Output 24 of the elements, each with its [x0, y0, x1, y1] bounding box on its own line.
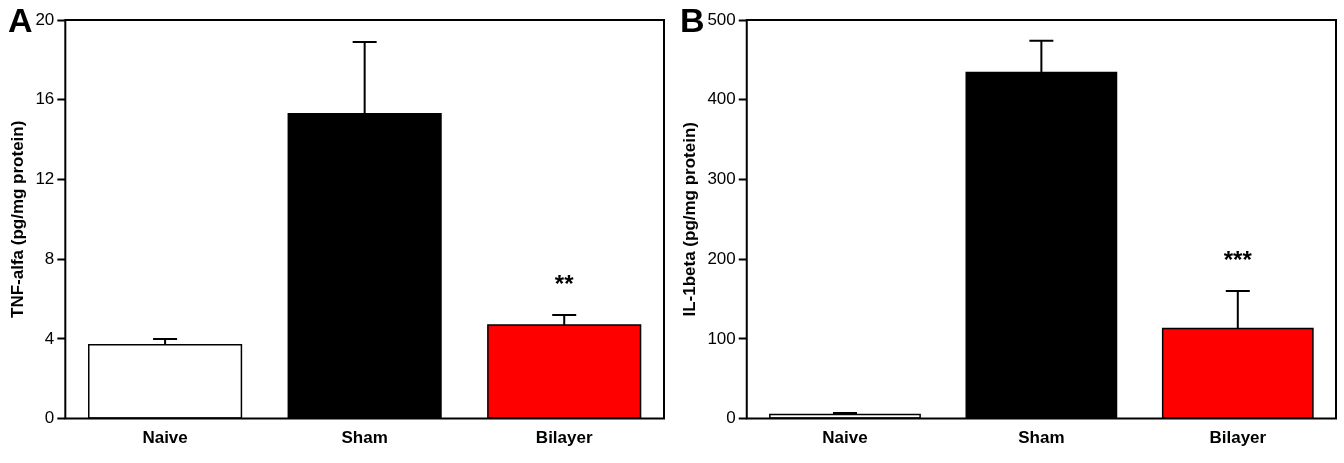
- x-tick-label: Bilayer: [535, 428, 593, 448]
- y-tick-label: 200: [707, 248, 736, 268]
- y-axis-title: IL-1beta (pg/mg protein): [679, 122, 699, 317]
- y-tick-label: 16: [35, 89, 55, 109]
- y-tick-label: 12: [35, 169, 55, 189]
- annotation: **: [554, 269, 575, 297]
- annotation: ***: [1223, 245, 1253, 273]
- y-axis-title: TNF-alfa (pg/mg protein): [7, 120, 27, 318]
- x-tick-label: Naive: [822, 428, 868, 448]
- x-tick-label: Naive: [142, 428, 188, 448]
- y-tick-label: 100: [707, 328, 736, 348]
- y-tick-label: 400: [707, 89, 736, 109]
- x-tick-label: Bilayer: [1209, 428, 1267, 448]
- y-tick-label: 300: [707, 169, 736, 189]
- text: A: [8, 1, 33, 40]
- y-tick-label: 8: [44, 248, 55, 268]
- y-tick-label: 500: [707, 9, 736, 29]
- y-tick-label: 20: [35, 9, 55, 29]
- text: B: [680, 1, 705, 40]
- x-tick-label: Sham: [341, 428, 388, 448]
- y-tick-label: 4: [44, 328, 55, 348]
- x-tick-label: Sham: [1018, 428, 1065, 448]
- y-tick-label: 0: [726, 408, 736, 428]
- y-tick-label: 0: [44, 408, 55, 428]
